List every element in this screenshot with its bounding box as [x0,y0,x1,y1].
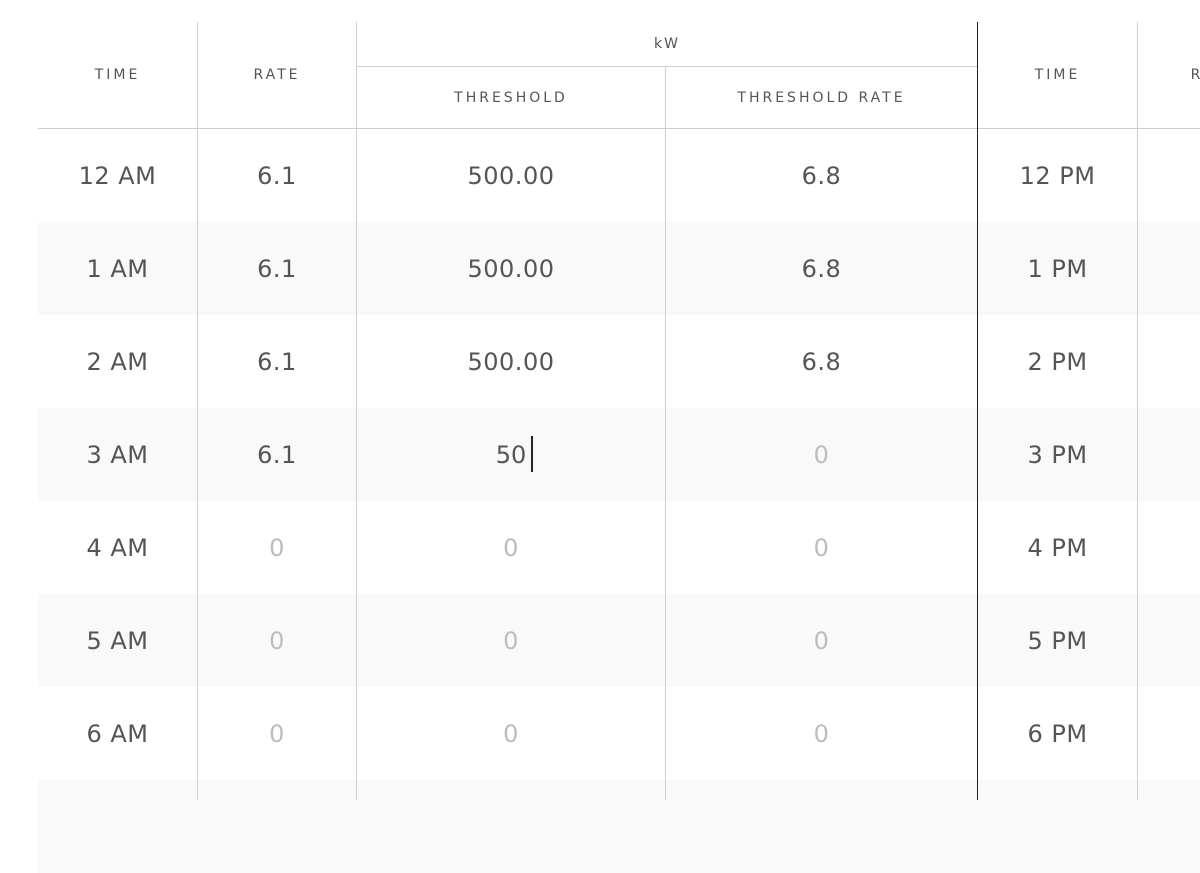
time-cell: 12 AM [78,161,157,190]
time-cell-pm: 1 PM [1027,254,1088,283]
threshold-input[interactable]: 0 [503,533,519,562]
header-time-pm: TIME [1034,67,1081,83]
time-cell-pm: 6 PM [1027,719,1088,748]
header-threshold-rate: THRESHOLD RATE [737,89,906,106]
rate-input[interactable]: 6.1 [257,347,297,376]
header-kw-group: kW [654,36,680,52]
rate-input[interactable]: 0 [269,719,285,748]
row-stripe [38,780,1200,873]
column-divider [197,22,198,800]
time-cell: 6 AM [86,719,149,748]
time-cell-pm: 2 PM [1027,347,1088,376]
time-cell-pm: 4 PM [1027,533,1088,562]
threshold-input[interactable]: 500.00 [467,161,555,190]
threshold-rate-input[interactable]: 6.8 [801,254,842,283]
threshold-rate-input[interactable]: 0 [813,533,830,562]
rate-input[interactable]: 6.1 [257,161,297,190]
row-stripe [38,594,1200,687]
threshold-input[interactable]: 0 [503,719,519,748]
threshold-edit-field[interactable] [411,440,611,469]
time-cell-pm: 3 PM [1027,440,1088,469]
kw-group-divider [357,66,977,67]
header-time: TIME [94,67,141,83]
threshold-rate-input[interactable]: 0 [813,626,830,655]
text-caret [531,436,533,472]
time-cell: 5 AM [86,626,149,655]
rate-input[interactable]: 6.1 [257,254,297,283]
header-rate: RATE [253,67,301,83]
threshold-rate-input[interactable]: 0 [813,719,830,748]
row-stripe [38,408,1200,501]
threshold-input[interactable]: 500.00 [467,347,555,376]
rate-input[interactable]: 6.1 [257,440,297,469]
am-pm-divider [977,22,978,800]
header-bottom-border [38,128,1200,129]
header-threshold: THRESHOLD [454,89,568,106]
threshold-input[interactable] [357,408,665,501]
header-rate-pm: R [1190,67,1200,83]
time-cell: 4 AM [86,533,149,562]
threshold-rate-input[interactable]: 6.8 [801,161,842,190]
time-cell: 1 AM [86,254,149,283]
time-cell: 3 AM [86,440,149,469]
rate-schedule-table: TIME RATE kW THRESHOLD THRESHOLD RATE TI… [38,22,1200,800]
rate-input[interactable]: 0 [269,626,285,655]
column-divider [1137,22,1138,800]
time-cell-pm: 12 PM [1019,161,1096,190]
column-divider [356,22,357,800]
threshold-rate-input[interactable]: 6.8 [801,347,842,376]
threshold-rate-input[interactable]: 0 [813,440,830,469]
column-divider [665,66,666,800]
row-stripe [38,222,1200,315]
rate-input[interactable]: 0 [269,533,285,562]
time-cell-pm: 5 PM [1027,626,1088,655]
threshold-input[interactable]: 0 [503,626,519,655]
threshold-input[interactable]: 500.00 [467,254,555,283]
time-cell: 2 AM [86,347,149,376]
